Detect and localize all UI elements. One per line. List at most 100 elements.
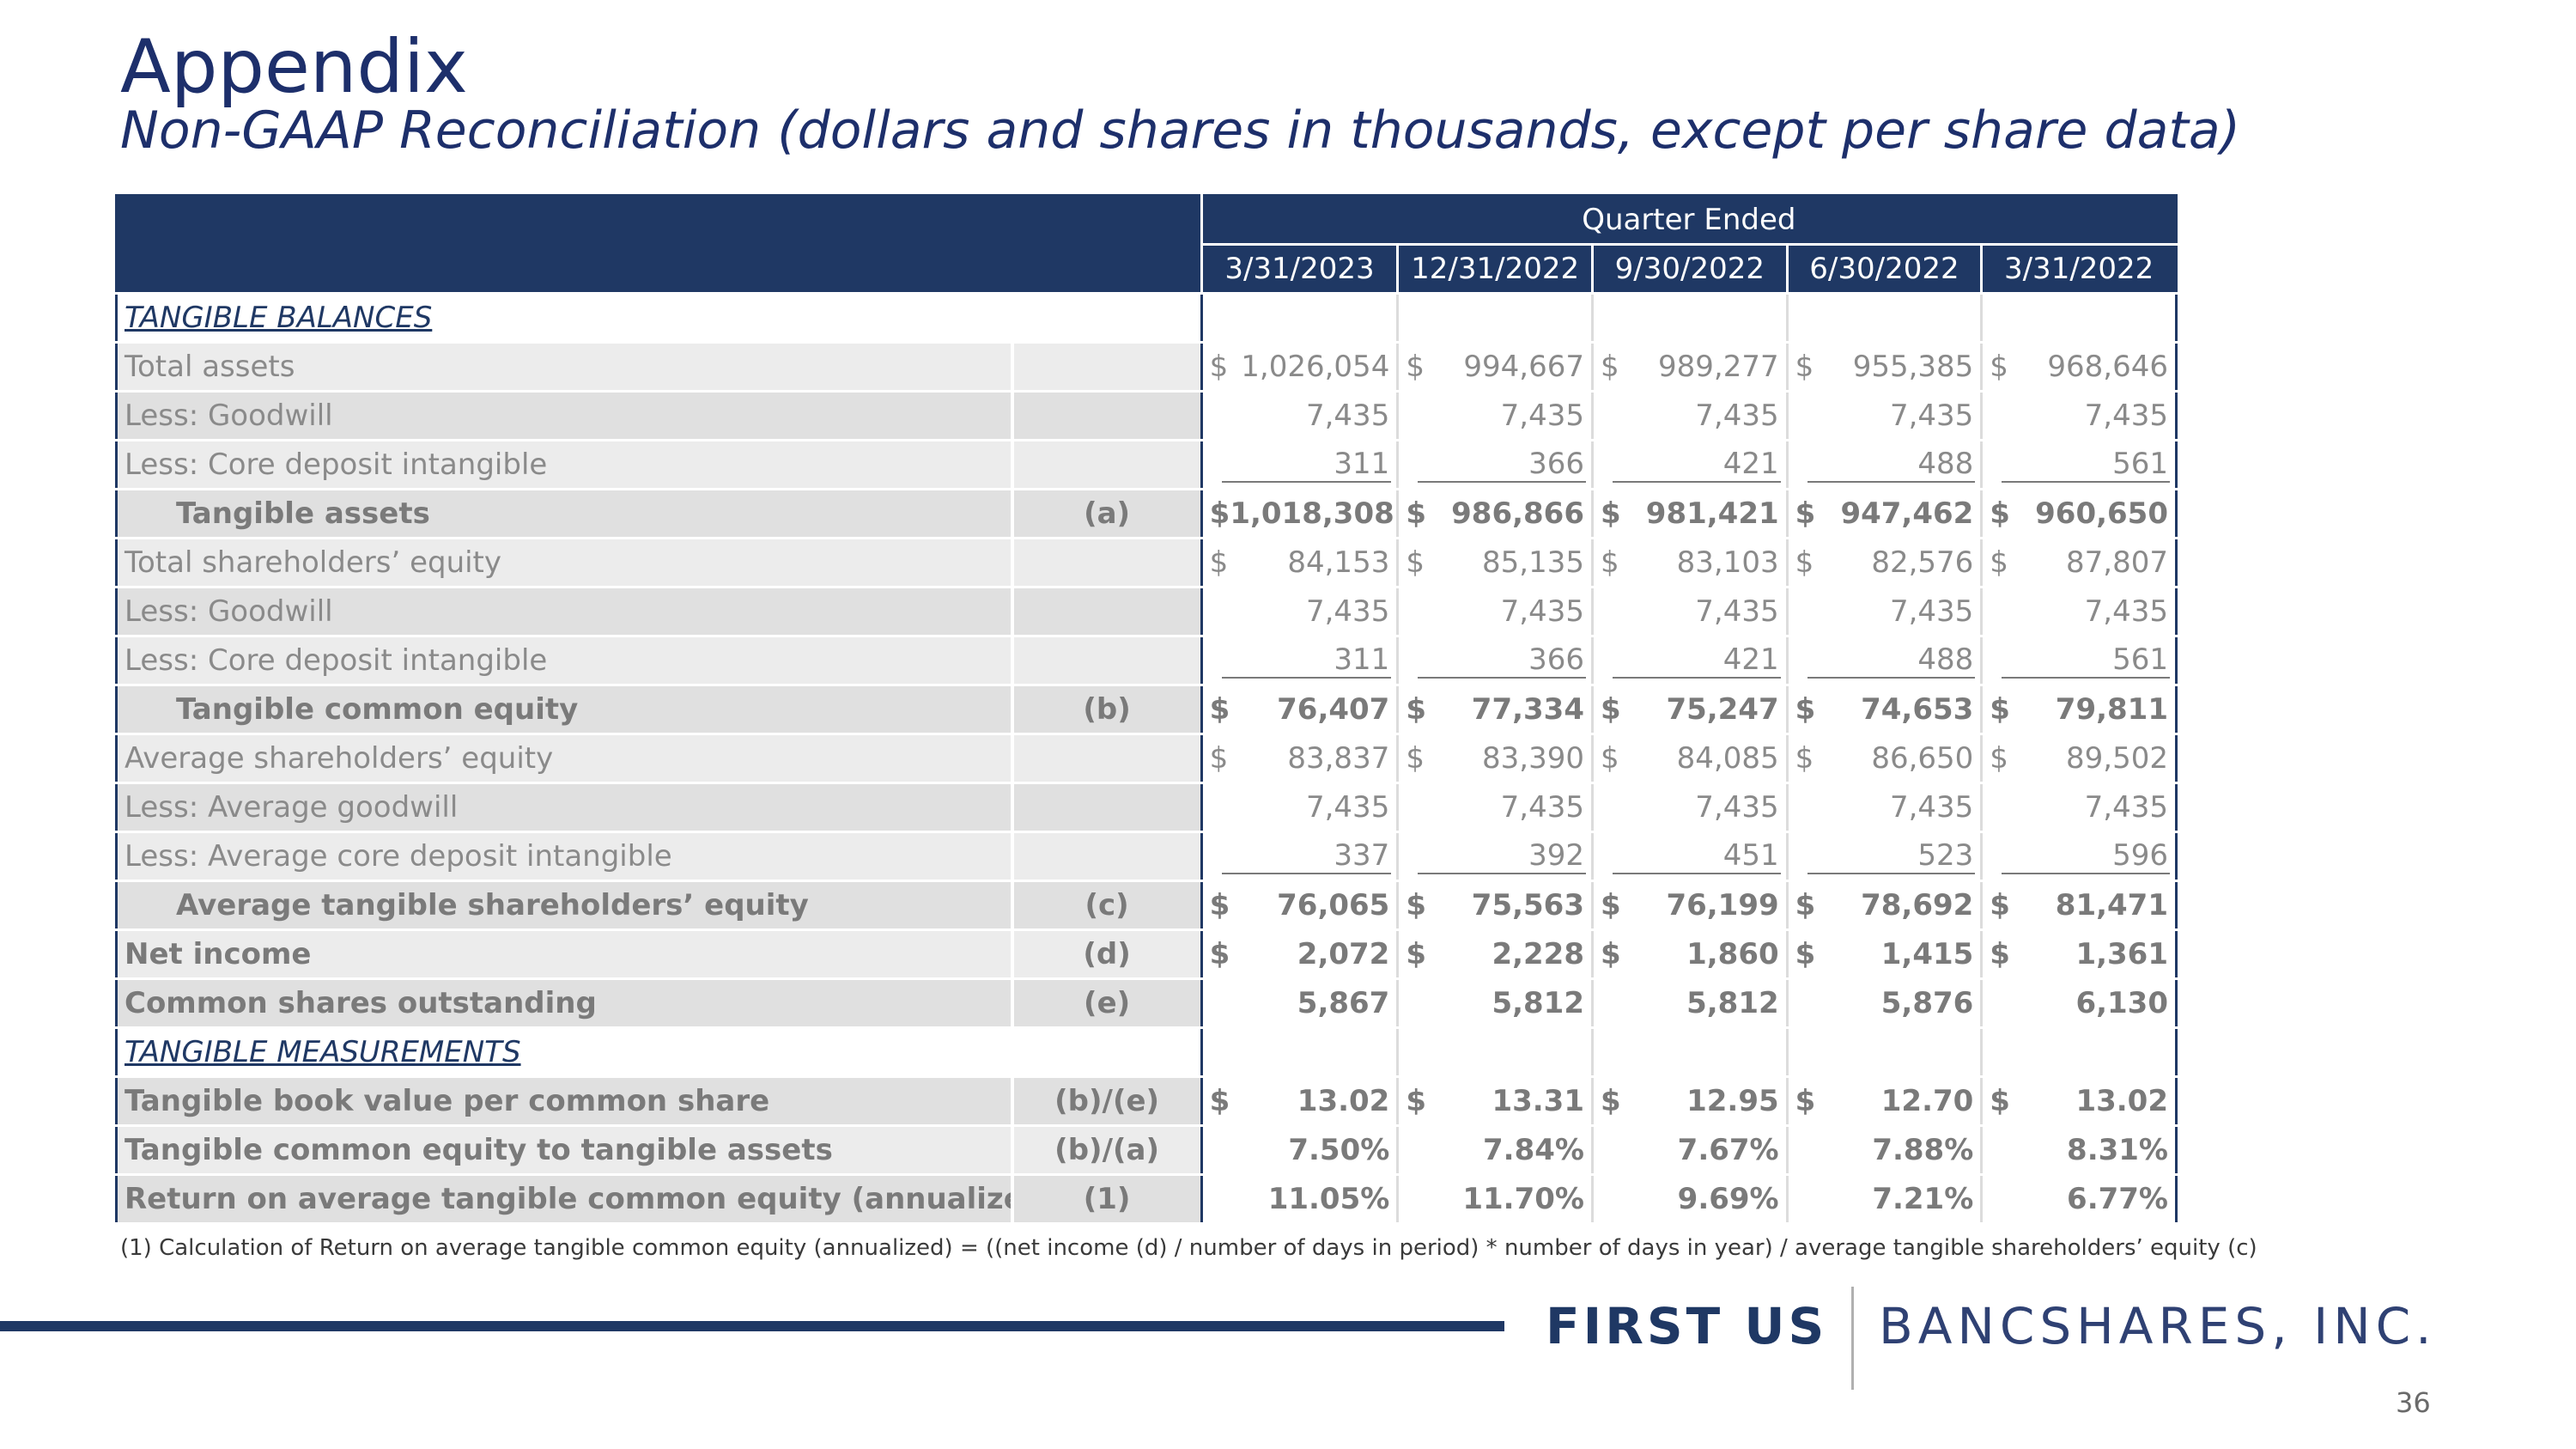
currency-symbol: $ bbox=[1990, 545, 2008, 580]
value-cell: $1,860 bbox=[1590, 929, 1788, 980]
value-cell: $83,103 bbox=[1590, 538, 1788, 588]
row-label: Less: Average core deposit intangible bbox=[116, 831, 1012, 882]
currency-symbol: $ bbox=[1600, 692, 1621, 727]
column-header-9-30-2022: 9/30/2022 bbox=[1590, 243, 1788, 295]
column-header-3-31-2022: 3/31/2022 bbox=[1980, 243, 2177, 295]
value-amount: 83,837 bbox=[1287, 741, 1390, 776]
value-cell: $960,650 bbox=[1980, 489, 2177, 539]
value-amount: 986,866 bbox=[1451, 496, 1584, 531]
currency-symbol: $ bbox=[1990, 1084, 2010, 1118]
value-amount: 83,103 bbox=[1676, 545, 1779, 580]
value-cell: $85,135 bbox=[1396, 538, 1593, 588]
value-amount: 78,692 bbox=[1861, 888, 1974, 922]
currency-symbol: $ bbox=[1406, 888, 1426, 922]
value-amount: 5,812 bbox=[1492, 986, 1584, 1020]
row-reference bbox=[1010, 391, 1202, 441]
value-cell: $84,153 bbox=[1200, 538, 1398, 588]
currency-symbol: $ bbox=[1990, 350, 2008, 384]
currency-symbol: $ bbox=[1795, 937, 1816, 971]
value-cell bbox=[1396, 293, 1593, 344]
row-label: Net income bbox=[116, 929, 1012, 980]
table-body: TANGIBLE BALANCES Total assets $1,026,054 $… bbox=[116, 293, 2177, 1225]
value-cell: 5,876 bbox=[1785, 978, 1982, 1029]
row-reference bbox=[1010, 440, 1202, 490]
currency-symbol: $ bbox=[1795, 350, 1814, 384]
row-label: Common shares outstanding bbox=[116, 978, 1012, 1029]
currency-symbol: $ bbox=[1209, 1084, 1230, 1118]
currency-symbol: $ bbox=[1209, 350, 1229, 384]
value-cell: 7,435 bbox=[1590, 782, 1788, 833]
row-reference bbox=[1010, 636, 1202, 686]
value-amount: 561 bbox=[2112, 642, 2168, 677]
currency-symbol: $ bbox=[1600, 1084, 1621, 1118]
table-row: Less: Core deposit intangible 311 366 421 48… bbox=[116, 440, 2177, 490]
value-cell: $12.95 bbox=[1590, 1076, 1788, 1127]
value-amount: 7.50% bbox=[1288, 1133, 1390, 1167]
value-cell bbox=[1980, 1027, 2177, 1078]
value-cell: 7,435 bbox=[1785, 391, 1982, 441]
value-cell: $83,390 bbox=[1396, 734, 1593, 784]
row-reference: (e) bbox=[1010, 978, 1202, 1029]
value-amount: 968,646 bbox=[2047, 350, 2168, 384]
value-cell: $1,018,308 bbox=[1200, 489, 1398, 539]
value-cell: 7,435 bbox=[1980, 391, 2177, 441]
value-cell: 421 bbox=[1590, 440, 1788, 490]
value-amount: 75,563 bbox=[1471, 888, 1584, 922]
row-reference bbox=[1010, 587, 1202, 637]
value-amount: 960,650 bbox=[2035, 496, 2168, 531]
currency-symbol: $ bbox=[1406, 692, 1426, 727]
value-cell: 451 bbox=[1590, 831, 1788, 882]
currency-symbol: $ bbox=[1406, 545, 1425, 580]
value-cell: $74,653 bbox=[1785, 685, 1982, 735]
value-cell: 8.31% bbox=[1980, 1125, 2177, 1176]
currency-symbol: $ bbox=[1209, 692, 1230, 727]
currency-symbol: $ bbox=[1406, 741, 1425, 776]
currency-symbol: $ bbox=[1406, 937, 1426, 971]
value-amount: 7,435 bbox=[1305, 594, 1390, 629]
currency-symbol: $ bbox=[1990, 937, 2010, 971]
value-cell: $12.70 bbox=[1785, 1076, 1982, 1127]
currency-symbol: $ bbox=[1795, 741, 1814, 776]
currency-symbol: $ bbox=[1990, 888, 2010, 922]
currency-symbol: $ bbox=[1600, 496, 1621, 531]
value-amount: 1,415 bbox=[1880, 937, 1974, 971]
value-amount: 7.21% bbox=[1872, 1182, 1974, 1216]
value-cell: $87,807 bbox=[1980, 538, 2177, 588]
table-row: Less: Goodwill 7,435 7,435 7,435 7,435 7,435 bbox=[116, 587, 2177, 637]
value-cell: 7.84% bbox=[1396, 1125, 1593, 1176]
value-cell: $76,199 bbox=[1590, 880, 1788, 931]
row-reference bbox=[1010, 293, 1202, 344]
value-amount: 8.31% bbox=[2067, 1133, 2168, 1167]
page-number: 36 bbox=[2396, 1386, 2431, 1419]
value-amount: 981,421 bbox=[1645, 496, 1779, 531]
value-amount: 11.70% bbox=[1462, 1182, 1584, 1216]
row-reference bbox=[1010, 782, 1202, 833]
value-amount: 1,860 bbox=[1686, 937, 1779, 971]
value-cell: 7.67% bbox=[1590, 1125, 1788, 1176]
table-row: Tangible common equity (b) $76,407 $77,334 $… bbox=[116, 685, 2177, 735]
value-cell: $1,026,054 bbox=[1200, 342, 1398, 393]
table-row: Tangible common equity to tangible asset… bbox=[116, 1125, 2177, 1176]
row-label: Less: Core deposit intangible bbox=[116, 440, 1012, 490]
currency-symbol: $ bbox=[1209, 937, 1230, 971]
value-amount: 2,072 bbox=[1297, 937, 1390, 971]
row-label: TANGIBLE MEASUREMENTS bbox=[116, 1027, 1012, 1078]
table-row: Total shareholders’ equity $84,153 $85,135… bbox=[116, 538, 2177, 588]
value-cell: $2,072 bbox=[1200, 929, 1398, 980]
value-amount: 13.02 bbox=[2075, 1084, 2168, 1118]
value-amount: 989,277 bbox=[1658, 350, 1779, 384]
value-cell: 11.05% bbox=[1200, 1174, 1398, 1225]
currency-symbol: $ bbox=[1209, 741, 1229, 776]
row-label: Tangible common equity bbox=[116, 685, 1012, 735]
footer-rule bbox=[0, 1321, 1504, 1331]
value-cell: $1,415 bbox=[1785, 929, 1982, 980]
value-cell: 5,812 bbox=[1396, 978, 1593, 1029]
value-cell: 7.88% bbox=[1785, 1125, 1982, 1176]
value-amount: 366 bbox=[1528, 642, 1584, 677]
value-cell: $86,650 bbox=[1785, 734, 1982, 784]
value-cell: 311 bbox=[1200, 440, 1398, 490]
value-cell: $13.02 bbox=[1200, 1076, 1398, 1127]
value-cell: 7,435 bbox=[1396, 391, 1593, 441]
value-cell: 7.21% bbox=[1785, 1174, 1982, 1225]
value-amount: 421 bbox=[1722, 447, 1779, 481]
